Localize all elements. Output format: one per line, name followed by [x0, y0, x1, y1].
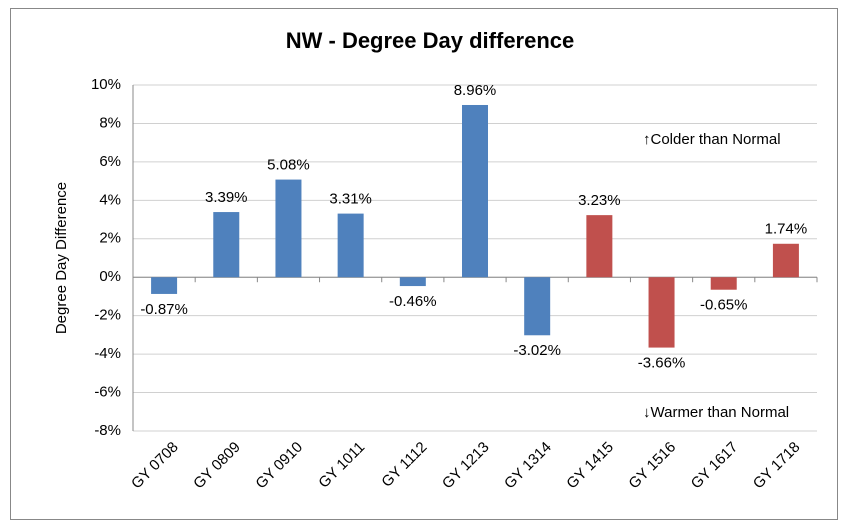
value-label: -0.65%	[700, 297, 748, 314]
y-tick-label: 10%	[91, 76, 121, 93]
chart-border	[10, 8, 838, 520]
bar	[524, 277, 551, 336]
y-tick-label: 4%	[99, 191, 121, 208]
bar	[399, 277, 426, 287]
value-label: 3.23%	[578, 192, 621, 209]
y-tick-label: -8%	[94, 422, 121, 439]
y-tick-label: -4%	[94, 345, 121, 362]
bar	[337, 213, 364, 278]
bar	[586, 215, 613, 278]
y-tick-label: 0%	[99, 268, 121, 285]
value-label: 3.31%	[329, 191, 372, 208]
y-tick-label: -2%	[94, 307, 121, 324]
y-axis-label: Degree Day Difference	[53, 182, 70, 334]
y-tick-label: -6%	[94, 384, 121, 401]
y-tick-label: 8%	[99, 114, 121, 131]
value-label: 3.39%	[205, 189, 248, 206]
value-label: -3.02%	[513, 342, 561, 359]
value-label: -3.66%	[638, 355, 686, 372]
annotation: ↓Warmer than Normal	[643, 404, 789, 421]
bar	[710, 277, 737, 290]
value-label: 5.08%	[267, 157, 310, 174]
y-tick-label: 2%	[99, 230, 121, 247]
value-label: 1.74%	[765, 221, 808, 238]
value-label: -0.87%	[140, 301, 188, 318]
bar	[275, 179, 302, 278]
bar	[151, 277, 178, 294]
bar	[462, 104, 488, 278]
bar	[213, 212, 240, 278]
bar	[648, 277, 675, 348]
value-label: 8.96%	[454, 82, 497, 99]
value-label: -0.46%	[389, 293, 437, 310]
chart-title: NW - Degree Day difference	[286, 28, 575, 53]
bar	[772, 243, 799, 278]
annotation: ↑Colder than Normal	[643, 131, 781, 148]
y-tick-label: 6%	[99, 153, 121, 170]
